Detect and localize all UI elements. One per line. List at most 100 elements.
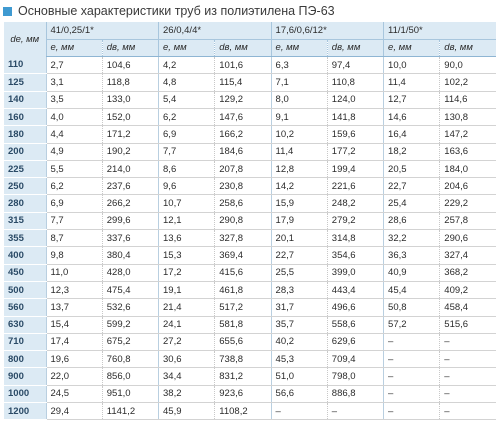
wall-thickness-cell: 32,2: [383, 229, 440, 248]
inner-diameter-cell: 177,2: [326, 143, 384, 161]
table-row: 500 12,3 475,4 19,1 461,8 28,3 443,4 45,4 409,2: [4, 281, 497, 300]
outer-diameter-cell: 180: [4, 125, 46, 144]
wall-thickness-cell: 13,6: [158, 229, 215, 248]
inner-diameter-cell: 709,4: [326, 350, 384, 369]
wall-thickness-cell: 38,2: [158, 385, 215, 404]
wall-thickness-cell: 10,0: [383, 56, 440, 75]
wall-thickness-cell: 4,9: [45, 143, 103, 161]
table-row: 250 6,2 237,6 9,6 230,8 14,2 221,6 22,7 204,6: [4, 177, 497, 196]
inner-diameter-cell: 798,0: [326, 367, 384, 386]
wall-thickness-cell: 15,9: [270, 194, 328, 213]
inner-diameter-cell: 354,6: [326, 246, 384, 265]
inner-diameter-cell: 124,0: [326, 91, 384, 109]
table-title-text: Основные характеристики труб из полиэтил…: [18, 4, 335, 18]
inner-diameter-cell: 428,0: [101, 264, 159, 282]
inner-diameter-cell: 147,2: [439, 125, 497, 144]
inner-diameter-cell: 229,2: [439, 194, 497, 213]
wall-thickness-cell: 5,4: [158, 91, 215, 109]
outer-diameter-cell: 250: [4, 177, 46, 196]
inner-diameter-cell: 532,6: [101, 298, 159, 317]
outer-diameter-header: dе, мм: [4, 22, 46, 57]
wall-thickness-cell: –: [383, 402, 440, 421]
outer-diameter-cell: 1200: [4, 402, 46, 421]
wall-thickness-cell: 14,2: [270, 177, 328, 196]
inner-diameter-cell: 599,2: [101, 316, 159, 334]
wall-thickness-cell: 6,2: [158, 108, 215, 127]
wall-thickness-cell: 28,6: [383, 212, 440, 231]
outer-diameter-cell: 200: [4, 143, 46, 161]
inner-diameter-cell: 409,2: [439, 281, 497, 300]
inner-diameter-cell: 337,6: [101, 229, 159, 248]
inner-diameter-cell: 129,2: [214, 91, 272, 109]
wall-thickness-cell: 7,1: [270, 73, 328, 92]
table-row: 710 17,4 675,2 27,2 655,6 40,2 629,6– –: [4, 333, 497, 352]
outer-diameter-cell: 500: [4, 281, 46, 300]
table-row: 180 4,4 171,2 6,9 166,2 10,2 159,6 16,4 147,2: [4, 125, 497, 144]
inner-diameter-cell: 629,6: [326, 333, 384, 352]
inner-diameter-cell: 184,0: [439, 160, 497, 179]
wall-thickness-cell: 51,0: [270, 367, 328, 386]
inner-diameter-cell: 214,0: [101, 160, 159, 179]
wall-thickness-cell: 19,6: [45, 350, 103, 369]
wall-thickness-cell: 28,3: [270, 281, 328, 300]
wall-thickness-cell: 31,7: [270, 298, 328, 317]
inner-diameter-cell: 496,6: [326, 298, 384, 317]
wall-thickness-cell: 6,9: [158, 125, 215, 144]
outer-diameter-cell: 280: [4, 194, 46, 213]
wall-thickness-cell: 22,7: [270, 246, 328, 265]
outer-diameter-cell: 450: [4, 264, 46, 282]
outer-diameter-cell: 315: [4, 212, 46, 231]
wall-thickness-cell: 17,4: [45, 333, 103, 352]
inner-diameter-cell: –: [439, 350, 497, 369]
inner-diameter-cell: 97,4: [326, 56, 384, 75]
outer-diameter-cell: 900: [4, 367, 46, 386]
wall-thickness-cell: 11,4: [383, 73, 440, 92]
wall-thickness-cell: 17,9: [270, 212, 328, 231]
outer-diameter-cell: 125: [4, 73, 46, 92]
wall-thickness-cell: 22,0: [45, 367, 103, 386]
inner-diameter-cell: 760,8: [101, 350, 159, 369]
wall-thickness-cell: 6,2: [45, 177, 103, 196]
outer-diameter-cell: 560: [4, 298, 46, 317]
wall-thickness-cell: 4,0: [45, 108, 103, 127]
inner-diameter-cell: 248,2: [326, 194, 384, 213]
group-header-row: dе, мм 41/0,25/1* 26/0,4/4* 17,6/0,6/12*…: [4, 22, 497, 57]
wall-thickness-cell: 20,5: [383, 160, 440, 179]
table-row: 200 4,9 190,2 7,7 184,6 11,4 177,2 18,2 163,6: [4, 143, 497, 161]
wall-thickness-cell: 20,1: [270, 229, 328, 248]
inner-diameter-cell: 327,8: [214, 229, 272, 248]
inner-diameter-cell: 856,0: [101, 367, 159, 386]
wall-thickness-cell: 10,7: [158, 194, 215, 213]
inner-diameter-cell: 163,6: [439, 143, 497, 161]
wall-thickness-cell: 2,7: [45, 56, 103, 75]
wall-thickness-cell: 9,8: [45, 246, 103, 265]
wall-thickness-cell: 45,9: [158, 402, 215, 421]
wall-thickness-cell: 45,4: [383, 281, 440, 300]
outer-diameter-cell: 110: [4, 56, 46, 75]
wall-thickness-cell: 30,6: [158, 350, 215, 369]
wall-thickness-header: e, мм: [383, 38, 440, 58]
wall-thickness-cell: 40,9: [383, 264, 440, 282]
table-body: 110 2,7 104,6 4,2 101,6 6,3 97,4 10,0 90,0 125 3,1…: [4, 56, 497, 421]
wall-thickness-cell: 17,2: [158, 264, 215, 282]
inner-diameter-cell: 221,6: [326, 177, 384, 196]
wall-thickness-cell: 16,4: [383, 125, 440, 144]
inner-diameter-cell: 257,8: [439, 212, 497, 231]
wall-thickness-cell: 3,5: [45, 91, 103, 109]
group-header-3: 17,6/0,6/12*: [270, 22, 384, 40]
inner-diameter-cell: 115,4: [214, 73, 272, 92]
wall-thickness-cell: 45,3: [270, 350, 328, 369]
inner-diameter-cell: 290,6: [439, 229, 497, 248]
outer-diameter-cell: 160: [4, 108, 46, 127]
inner-diameter-cell: 101,6: [214, 56, 272, 75]
inner-diameter-cell: 443,4: [326, 281, 384, 300]
wall-thickness-cell: 29,4: [45, 402, 103, 421]
inner-diameter-cell: 475,4: [101, 281, 159, 300]
inner-diameter-cell: 1141,2: [101, 402, 159, 421]
wall-thickness-cell: 6,9: [45, 194, 103, 213]
outer-diameter-cell: 710: [4, 333, 46, 352]
pipe-specs-table: dе, мм 41/0,25/1* 26/0,4/4* 17,6/0,6/12*…: [4, 22, 497, 421]
wall-thickness-cell: 12,3: [45, 281, 103, 300]
wall-thickness-cell: 18,2: [383, 143, 440, 161]
group-header-2: 26/0,4/4*: [158, 22, 272, 40]
